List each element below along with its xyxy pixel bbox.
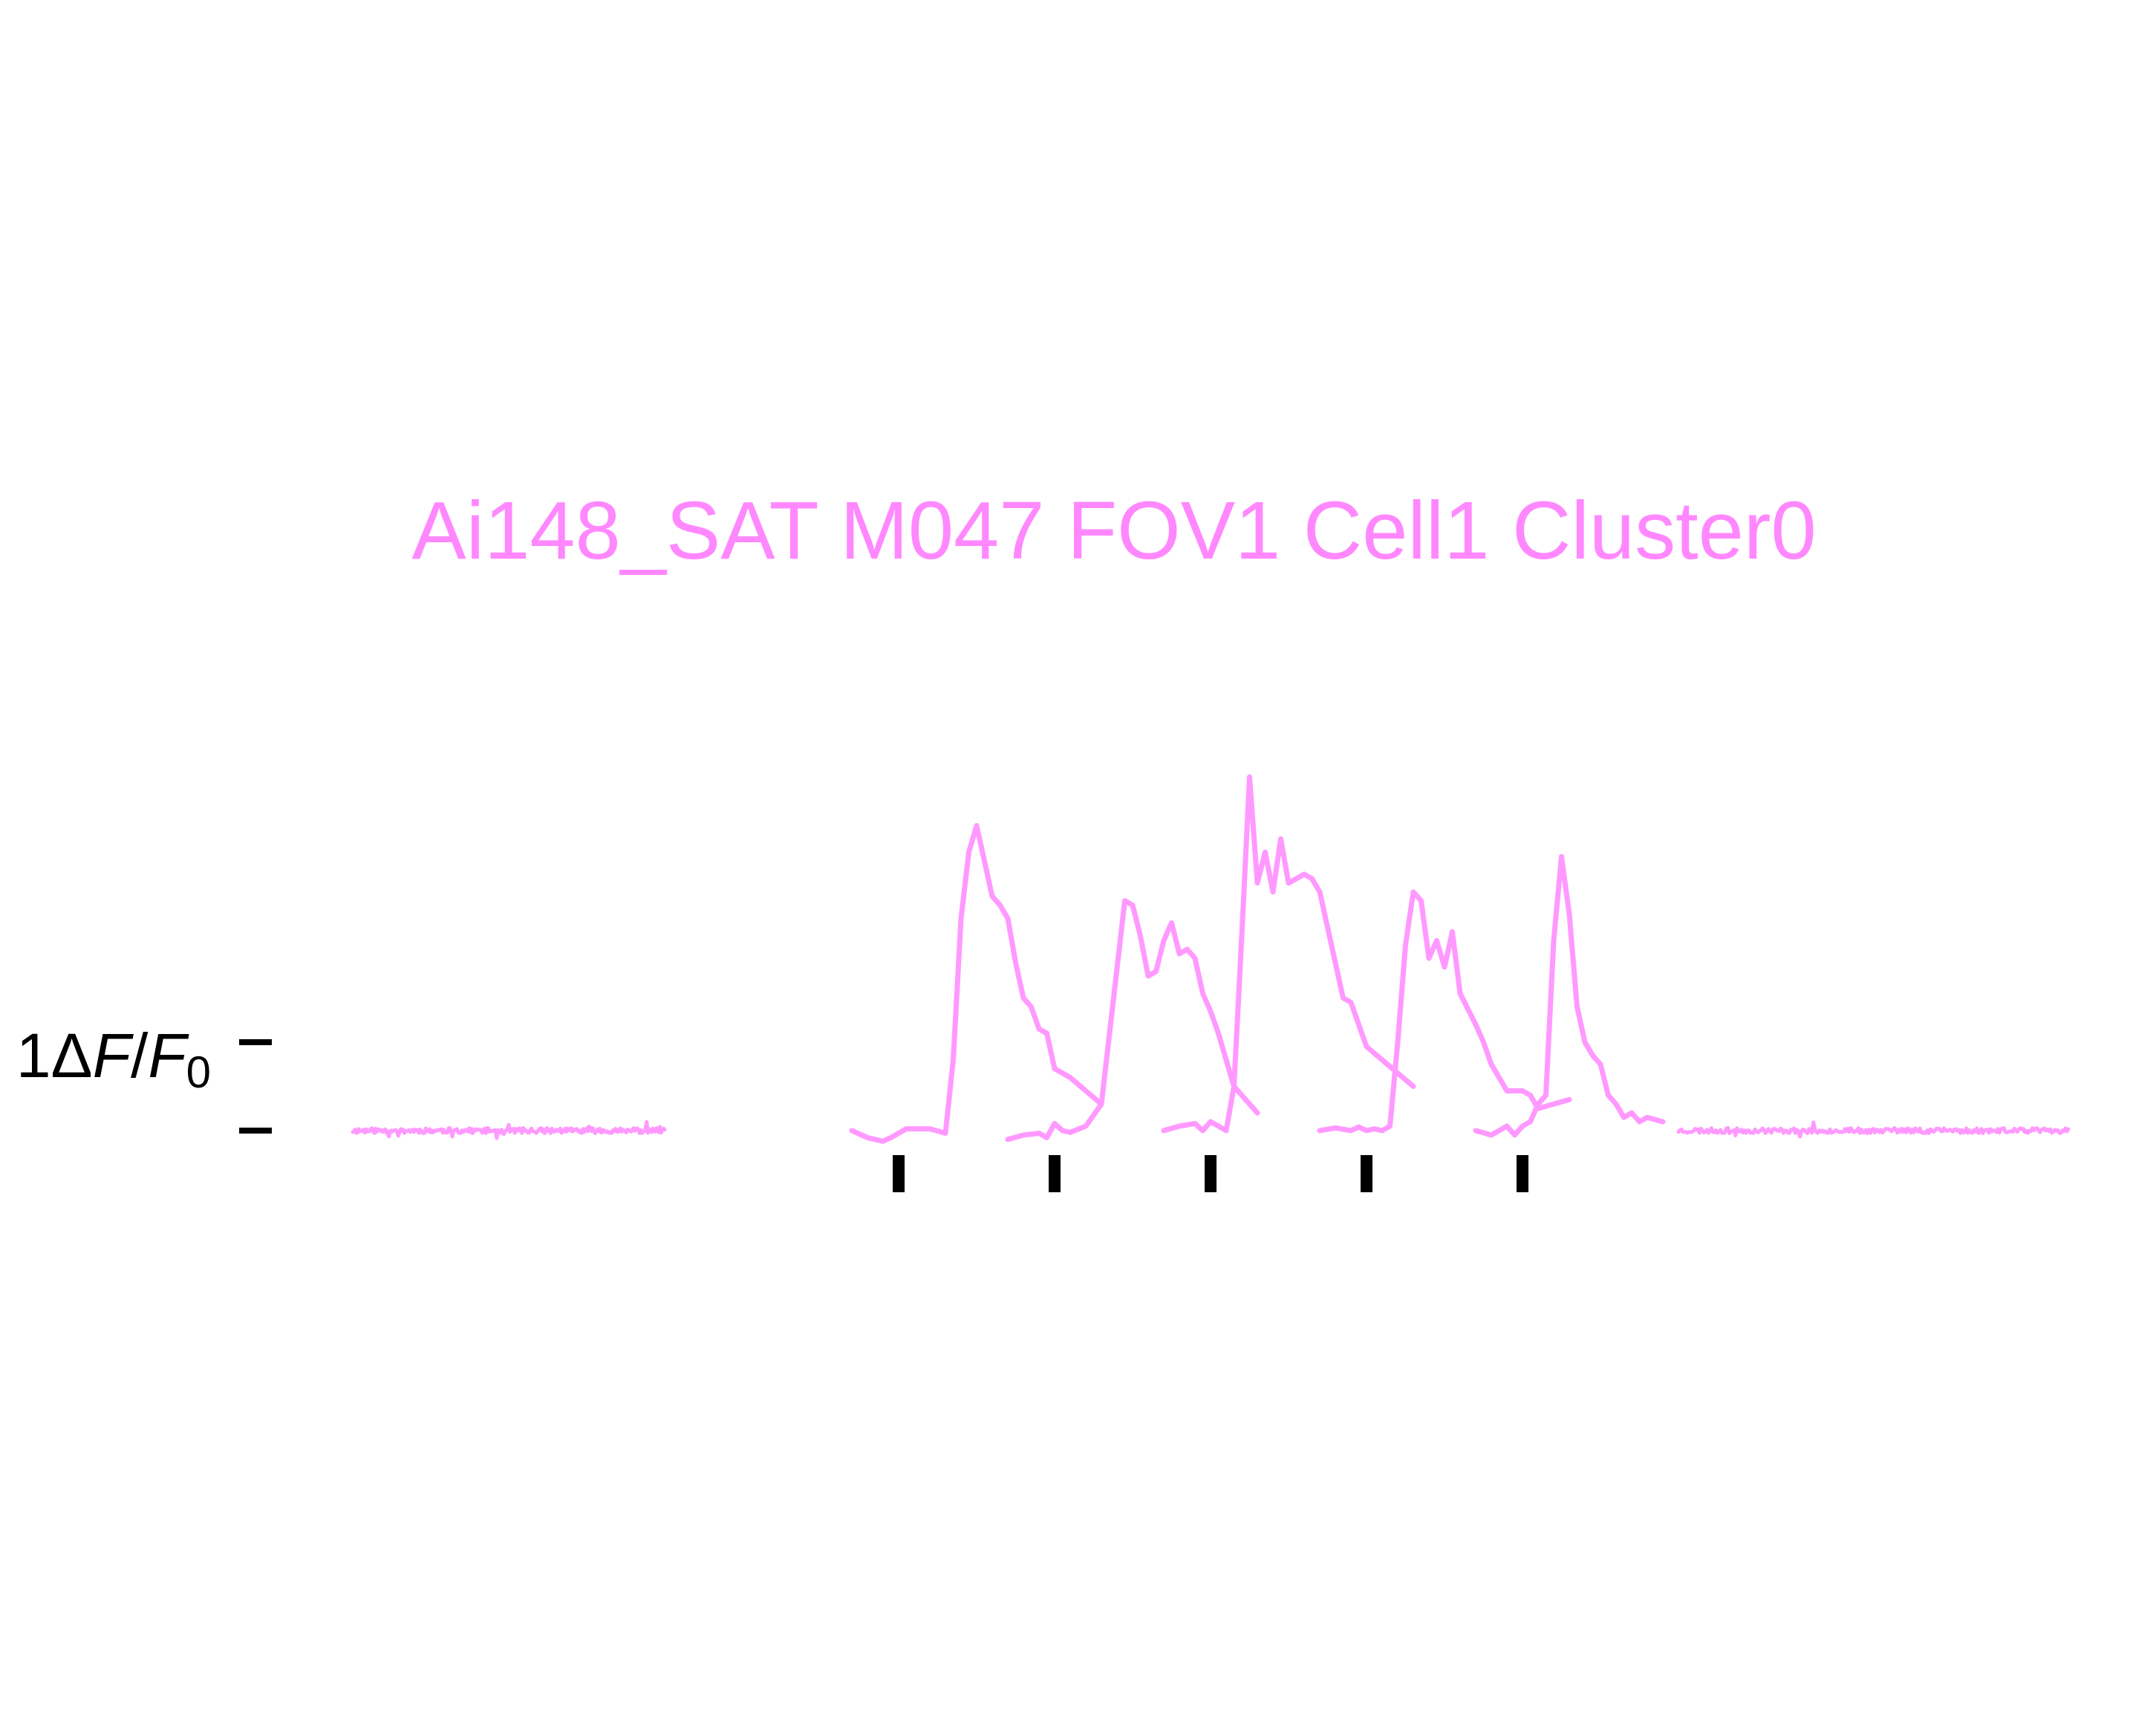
trace-baseline-post [1676, 1120, 2071, 1139]
ylabel-f: F [93, 1021, 134, 1090]
ylabel-f0: F [148, 1021, 189, 1090]
stimulus-mark-4 [1361, 1155, 1372, 1192]
stimulus-marks [893, 1155, 1528, 1192]
trace-trial-3 [1161, 774, 1416, 1134]
trace-trial-5 [1473, 854, 1666, 1138]
trace-baseline-pre [351, 1119, 667, 1140]
stimulus-mark-1 [893, 1155, 905, 1192]
stimulus-mark-2 [1049, 1155, 1061, 1192]
y-axis-label: 1ΔF/F0 [16, 1021, 211, 1097]
trace-trial-2 [1005, 898, 1260, 1142]
ylabel-prefix: 1 [16, 1021, 51, 1090]
ylabel-slash: / [131, 1021, 149, 1090]
svg-text:1ΔF/F0: 1ΔF/F0 [16, 1021, 211, 1097]
chart-title: Ai148_SAT M047 FOV1 Cell1 Cluster0 [411, 485, 1816, 576]
ylabel-subscript: 0 [186, 1047, 211, 1097]
trace-trial-4 [1317, 889, 1572, 1134]
trace-group [351, 774, 2071, 1144]
stimulus-mark-3 [1205, 1155, 1217, 1192]
stimulus-mark-5 [1517, 1155, 1528, 1192]
ylabel-delta: Δ [51, 1021, 93, 1090]
scale-bar [239, 1039, 272, 1134]
trace-trial-1 [849, 823, 1104, 1144]
